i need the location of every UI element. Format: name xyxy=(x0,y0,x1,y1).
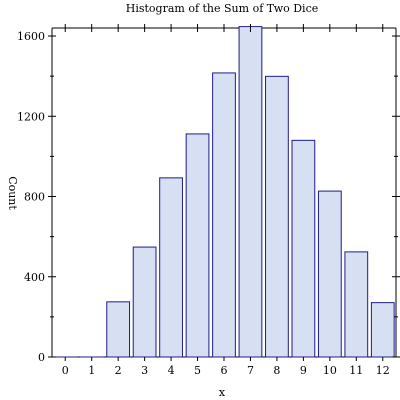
bar-12 xyxy=(370,302,395,358)
x-tick-label-9: 9 xyxy=(300,364,307,377)
y-tick-label-800: 800 xyxy=(24,191,45,204)
x-tick-label-8: 8 xyxy=(273,364,280,377)
y-tick-label-400: 400 xyxy=(24,271,45,284)
x-tick-label-0: 0 xyxy=(62,364,69,377)
x-tick-label-3: 3 xyxy=(141,364,148,377)
bar-11 xyxy=(344,251,369,358)
x-axis-label: x xyxy=(219,386,226,399)
x-tick-label-5: 5 xyxy=(194,364,201,377)
y-tick-label-1600: 1600 xyxy=(17,30,45,43)
bar-9 xyxy=(291,139,316,358)
bar-6 xyxy=(212,72,236,358)
y-tick-label-0: 0 xyxy=(38,351,45,364)
bar-4 xyxy=(159,177,183,358)
y-axis-label: Count xyxy=(6,176,19,210)
y-tick-label-1200: 1200 xyxy=(17,110,45,123)
x-tick-label-4: 4 xyxy=(168,364,175,377)
x-tick-label-11: 11 xyxy=(349,364,363,377)
x-tick-label-7: 7 xyxy=(247,364,254,377)
bar-2 xyxy=(106,301,131,358)
x-tick-label-10: 10 xyxy=(323,364,337,377)
x-tick-label-6: 6 xyxy=(221,364,228,377)
bar-3 xyxy=(132,246,157,358)
x-tick-label-1: 1 xyxy=(88,364,95,377)
x-tick-label-2: 2 xyxy=(115,364,122,377)
bar-10 xyxy=(317,190,342,358)
x-tick-label-12: 12 xyxy=(376,364,390,377)
bar-8 xyxy=(265,75,289,358)
chart-title: Histogram of the Sum of Two Dice xyxy=(126,2,319,15)
bar-5 xyxy=(185,133,210,358)
bar-7 xyxy=(238,26,263,358)
